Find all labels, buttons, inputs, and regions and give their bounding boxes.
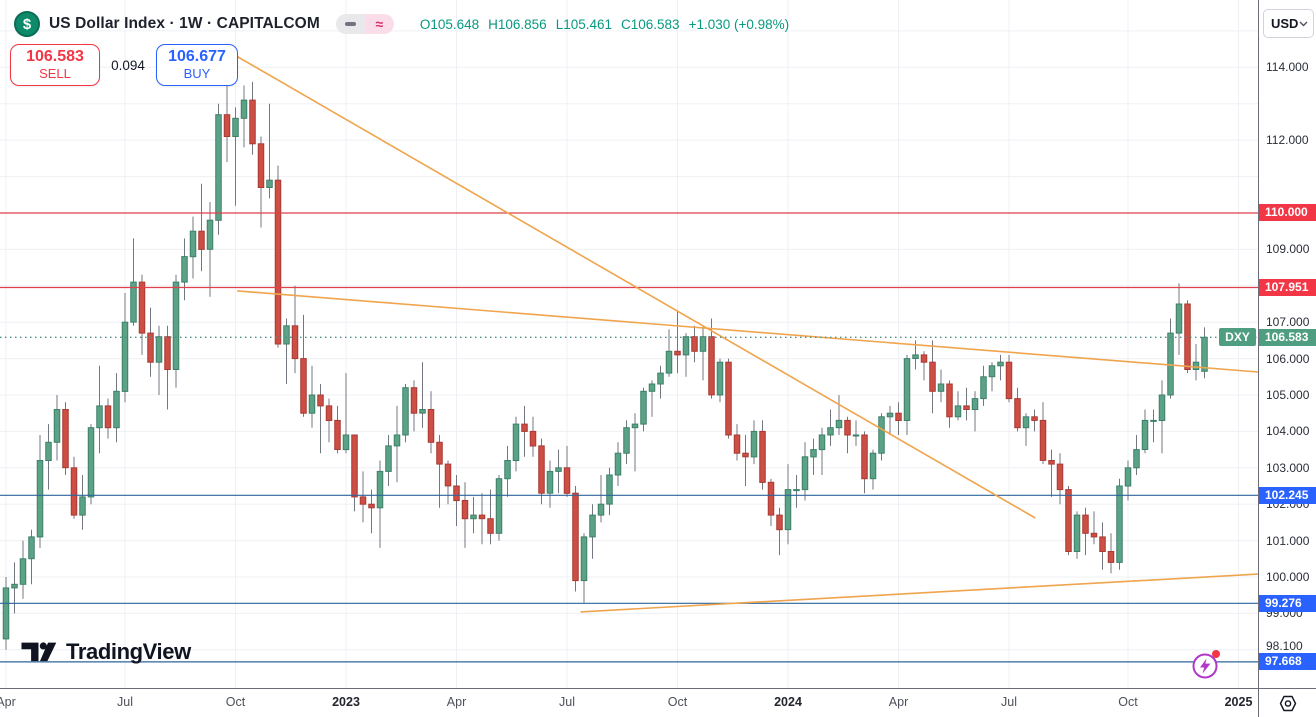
price-level-label: 97.668 [1259, 653, 1316, 671]
price-tick: 103.000 [1266, 460, 1310, 475]
time-tick: 2023 [332, 695, 360, 709]
time-tick: Apr [888, 695, 909, 709]
alert-badge-dot [1212, 650, 1220, 658]
price-tick: 98.100 [1266, 639, 1303, 654]
sell-label: SELL [39, 65, 71, 81]
price-axis[interactable]: USD 114.000 112.000 109.000 107.000 106.000 1… [1258, 0, 1316, 688]
symbol-price-tag: DXY [1219, 328, 1256, 347]
time-tick: 2024 [774, 695, 802, 709]
price-tick: 106.000 [1266, 351, 1310, 366]
price-tick: 105.000 [1266, 387, 1310, 402]
buy-button[interactable]: 106.677 BUY [156, 44, 238, 86]
ohlc-change: +1.030 (+0.98%) [688, 16, 790, 32]
price-level-label: 99.276 [1259, 594, 1316, 612]
sell-price: 106.583 [26, 48, 84, 66]
price-tick: 109.000 [1266, 242, 1310, 257]
symbol-title[interactable]: US Dollar Index · 1W · CAPITALCOM [49, 15, 320, 32]
time-tick: Oct [225, 695, 246, 709]
candles [2, 81, 1208, 650]
price-tick: 100.000 [1266, 569, 1310, 584]
symbol-logo-icon: $ [14, 11, 40, 37]
time-tick: Oct [667, 695, 688, 709]
ohlc-readout: O105.648 H106.856 L105.461 C106.583 +1.0… [420, 17, 789, 32]
symbol-legend: $ US Dollar Index · 1W · CAPITALCOM ≈ O1… [14, 11, 789, 37]
currency-label: USD [1271, 16, 1299, 31]
trendlines [234, 54, 1258, 613]
settings-hexagon-icon[interactable] [1277, 694, 1299, 713]
price-level-label: 107.951 [1259, 279, 1316, 297]
time-tick: Jul [1001, 695, 1017, 709]
chevron-down-icon [1299, 21, 1308, 26]
price-tick: 112.000 [1266, 133, 1309, 148]
alert-lightning-icon[interactable] [1190, 650, 1221, 681]
tradingview-logo-icon [21, 642, 57, 662]
time-axis[interactable]: Apr Jul Oct 2023 Apr Jul Oct 2024 Apr Jul Oct 2025 [0, 688, 1258, 717]
legend-chips[interactable]: ≈ [335, 14, 394, 34]
price-level-label: 110.000 [1259, 204, 1316, 222]
spread-value: 0.094 [111, 57, 145, 73]
time-tick: Jul [559, 695, 575, 709]
axis-corner [1258, 688, 1316, 717]
time-tick: Jul [117, 695, 133, 709]
ohlc-low: L105.461 [555, 16, 613, 32]
horizontal-lines [0, 212, 1258, 663]
candlestick-chart[interactable] [0, 0, 1258, 688]
price-tick: 107.000 [1266, 315, 1310, 330]
price-level-label: 102.245 [1259, 486, 1316, 504]
sell-button[interactable]: 106.583 SELL [10, 44, 100, 86]
tradingview-logo-text: TradingView [66, 638, 191, 664]
time-tick: Oct [1118, 695, 1138, 709]
time-tick: 2025 [1224, 695, 1253, 709]
currency-selector[interactable]: USD [1263, 9, 1314, 38]
trade-panel: 106.583 SELL 0.094 106.677 BUY [10, 44, 238, 86]
price-tick: 101.000 [1266, 533, 1310, 548]
tradingview-logo[interactable]: TradingView [20, 638, 191, 665]
price-tick: 104.000 [1266, 424, 1310, 439]
time-tick: Apr [446, 695, 467, 709]
price-tick: 114.000 [1266, 60, 1309, 75]
current-price-label: 106.583 [1259, 328, 1316, 346]
ohlc-open: O105.648 [419, 16, 480, 32]
minus-icon[interactable] [335, 14, 365, 34]
ohlc-close: C106.583 [621, 16, 680, 32]
buy-price: 106.677 [168, 48, 226, 66]
chart-pane[interactable]: DXY TradingView [0, 0, 1258, 688]
time-tick: Apr [0, 695, 16, 709]
approx-icon[interactable]: ≈ [364, 14, 394, 34]
ohlc-high: H106.856 [488, 16, 547, 32]
buy-label: BUY [183, 65, 211, 81]
